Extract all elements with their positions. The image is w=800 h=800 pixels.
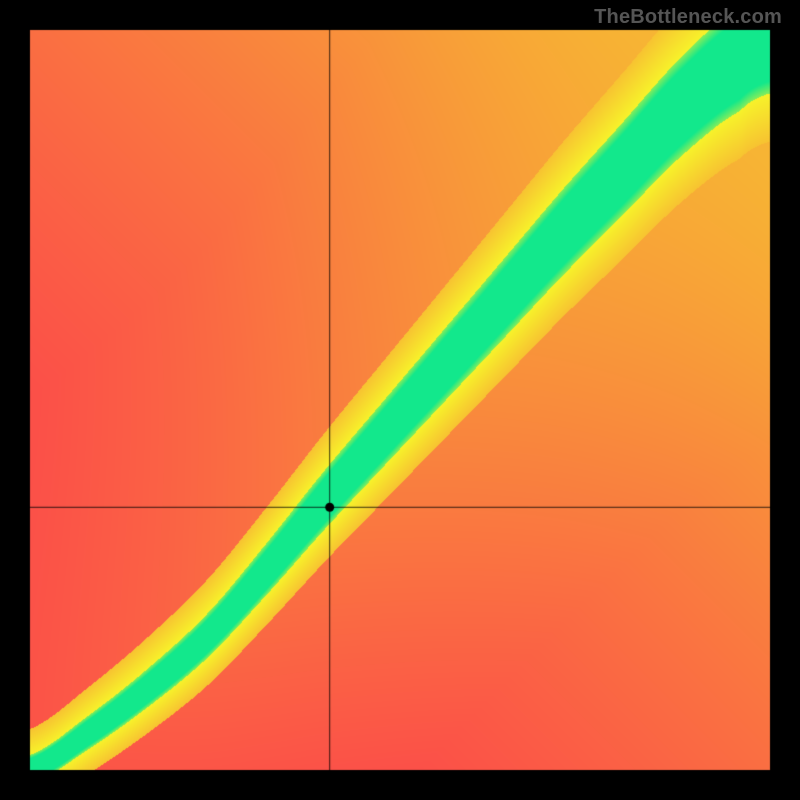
- watermark-text: TheBottleneck.com: [594, 6, 782, 29]
- heatmap-canvas: [0, 0, 800, 800]
